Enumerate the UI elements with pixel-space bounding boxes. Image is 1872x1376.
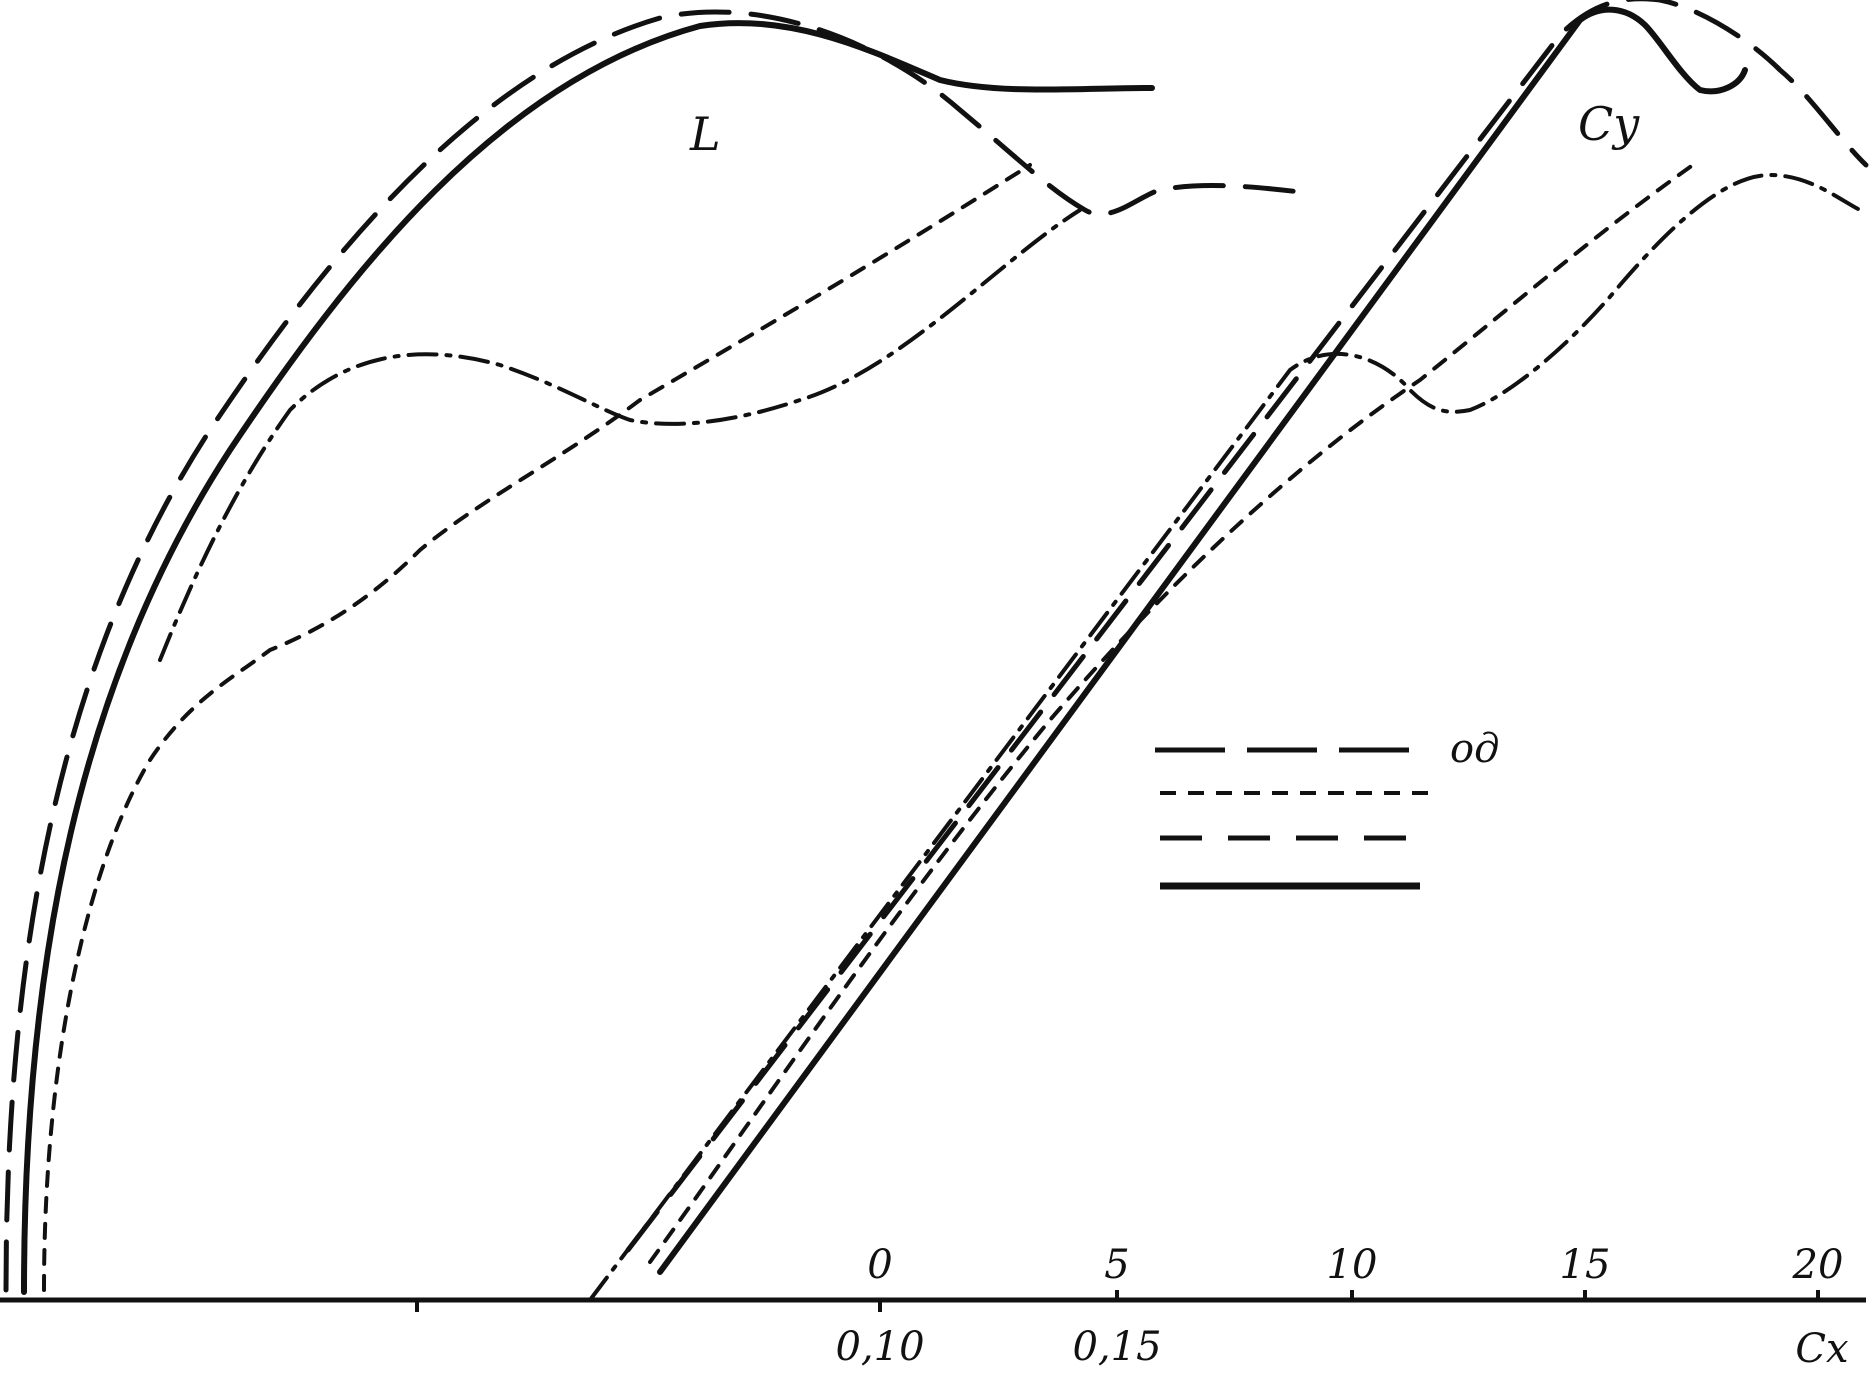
cx-tick-label: 0,10: [835, 1324, 924, 1370]
cx-tick-labels: 0,10 0,15 Cx: [835, 1324, 1848, 1372]
lift-curve-label: Cy: [1578, 97, 1640, 151]
alpha-tick-label: 5: [1104, 1242, 1129, 1288]
polar-curve-dash-dot: [158, 208, 1082, 662]
alpha-tick-label: 20: [1792, 1242, 1844, 1288]
polar-curve-long-dash: [3, 9, 1303, 1293]
axes: [0, 1290, 1866, 1312]
cx-tick-label: 0,15: [1072, 1324, 1161, 1370]
legend: од: [1155, 726, 1499, 890]
lift-curve-long-dash: [625, 0, 1869, 1253]
lift-curves: [588, 0, 1869, 1302]
alpha-tick-label: 0: [867, 1242, 892, 1288]
cx-axis-label: Cx: [1795, 1326, 1848, 1372]
lift-curve-solid: [657, 6, 1748, 1275]
alpha-tick-label: 15: [1560, 1242, 1611, 1288]
polar-curves: [3, 9, 1303, 1295]
lift-curve-short-dash: [648, 158, 1702, 1264]
lift-curve-dash-dot: [588, 173, 1862, 1302]
alpha-tick-label: 10: [1327, 1242, 1378, 1288]
polar-curve-label: L: [689, 107, 721, 161]
polar-curve-solid: [21, 20, 1155, 1295]
legend-label: од: [1450, 726, 1499, 772]
alpha-tick-labels: 0 5 10 15 20: [867, 1242, 1843, 1288]
polar-curve-short-dash: [42, 163, 1032, 1292]
